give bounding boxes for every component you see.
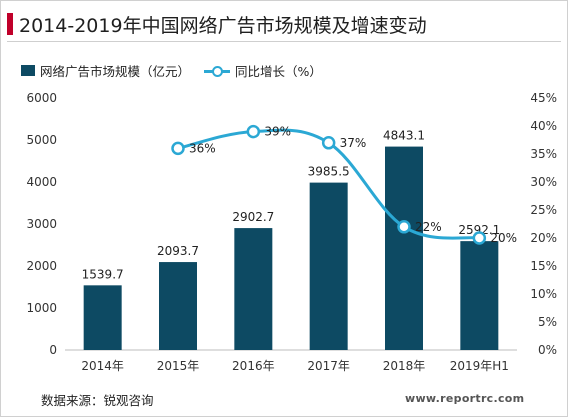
bar (460, 241, 499, 350)
x-tick-label: 2017年 (307, 359, 350, 373)
y-right-tick-label: 45% (530, 91, 557, 105)
growth-value-label: 22% (415, 220, 442, 234)
y-left-tick-label: 1000 (26, 301, 57, 315)
x-tick-label: 2015年 (157, 359, 200, 373)
y-right-tick-label: 40% (530, 119, 557, 133)
growth-point (321, 136, 336, 150)
bar-value-label: 2093.7 (157, 244, 199, 258)
x-tick-label: 2018年 (383, 359, 426, 373)
y-right-tick-label: 15% (530, 259, 557, 273)
y-right-tick-label: 25% (530, 203, 557, 217)
legend-line-label: 同比增长（%） (235, 64, 322, 79)
growth-point (472, 231, 487, 245)
bar (385, 146, 423, 350)
y-right-tick-label: 30% (530, 175, 557, 189)
bar (159, 262, 197, 350)
legend-bar-swatch (21, 65, 35, 76)
title-accent-bar (7, 13, 13, 35)
growth-value-label: 36% (189, 141, 216, 155)
bar-value-label: 2902.7 (232, 210, 274, 224)
source-note: 数据来源：锐观咨询 (41, 393, 154, 408)
bar (83, 285, 122, 350)
bar (234, 228, 273, 350)
bar-value-label: 2592.1 (458, 223, 500, 237)
growth-value-label: 37% (340, 136, 367, 150)
y-left-tick-label: 3000 (26, 217, 57, 231)
growth-value-label: 20% (490, 231, 517, 245)
y-left-tick-label: 6000 (26, 91, 57, 105)
legend-bar-label: 网络广告市场规模（亿元） (40, 64, 191, 79)
y-right-tick-label: 20% (530, 231, 557, 245)
website-watermark: www.reportrc.com (405, 392, 525, 405)
growth-value-label: 39% (264, 125, 291, 139)
bar (309, 182, 348, 350)
y-right-tick-label: 10% (530, 287, 557, 301)
title-divider (7, 41, 561, 42)
chart-legend: 网络广告市场规模（亿元） 同比增长（%） (21, 61, 322, 80)
growth-point (171, 141, 185, 156)
growth-point (246, 124, 261, 139)
bar-value-label: 4843.1 (383, 129, 425, 143)
y-left-tick-label: 4000 (26, 175, 57, 189)
y-right-tick-label: 0% (538, 343, 557, 357)
bar-value-label: 1539.7 (82, 267, 124, 281)
legend-line-swatch (204, 65, 231, 77)
y-left-tick-label: 0 (49, 343, 57, 357)
bar-value-label: 3985.5 (308, 165, 350, 179)
y-right-tick-label: 5% (538, 315, 557, 329)
growth-point (397, 220, 411, 234)
y-left-tick-label: 5000 (26, 133, 57, 147)
chart-title: 2014-2019年中国网络广告市场规模及增速变动 (19, 15, 427, 37)
x-tick-label: 2019年H1 (450, 359, 509, 373)
y-left-tick-label: 2000 (26, 259, 57, 273)
y-right-tick-label: 35% (530, 147, 557, 161)
x-tick-label: 2016年 (232, 359, 275, 373)
x-tick-label: 2014年 (81, 359, 124, 373)
